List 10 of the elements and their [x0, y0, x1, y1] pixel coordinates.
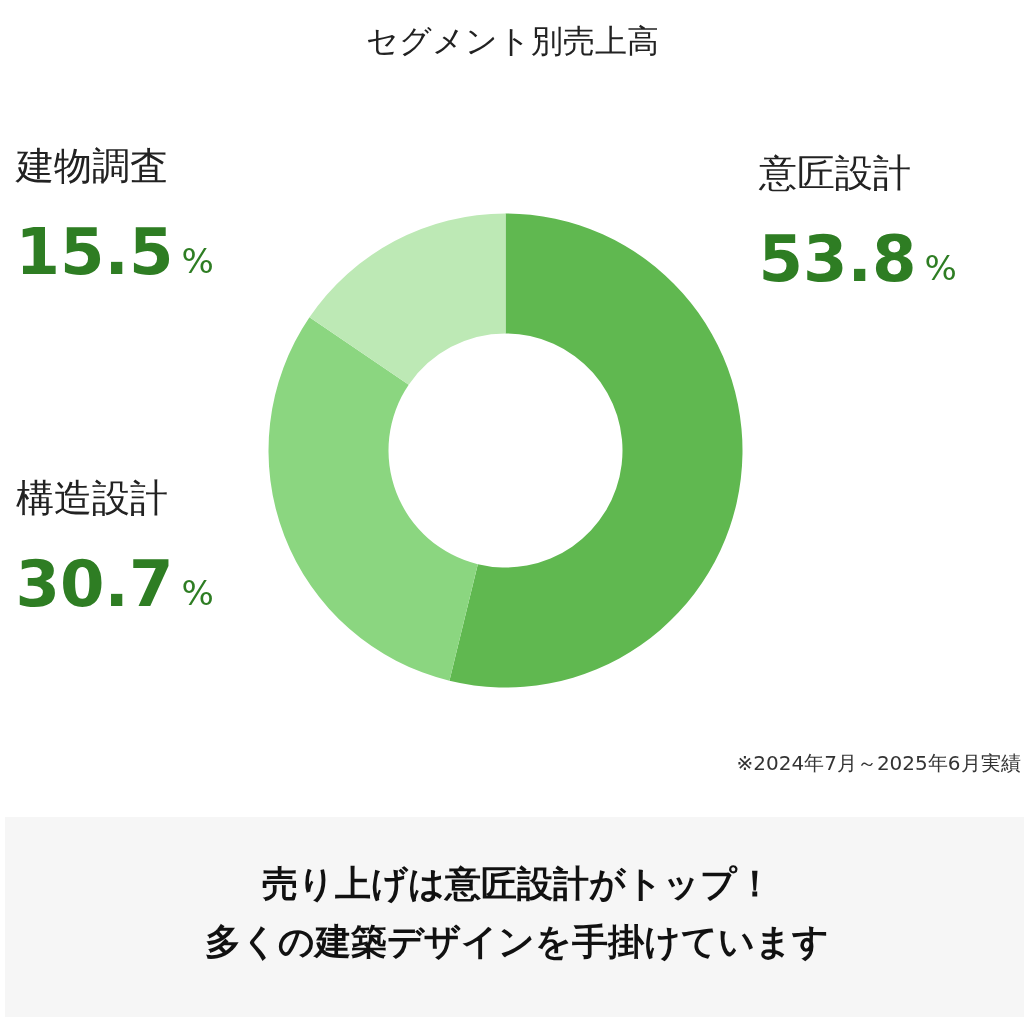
- text: 売り上げは意匠設計がトップ！: [261, 863, 773, 904]
- data-label: 15.5%: [15, 215, 214, 289]
- text: 多くの建築デザインを手掛けています: [205, 921, 829, 962]
- data-label: 30.7%: [15, 547, 214, 621]
- slice-label: 意匠設計: [757, 150, 911, 195]
- data-label: 53.8%: [758, 222, 957, 296]
- text: ※2024年7月～2025年6月実績: [736, 750, 1021, 775]
- chart-title: セグメント別売上高: [366, 21, 659, 60]
- slice-label: 建物調査: [14, 143, 168, 188]
- slice-label: 構造設計: [15, 475, 168, 520]
